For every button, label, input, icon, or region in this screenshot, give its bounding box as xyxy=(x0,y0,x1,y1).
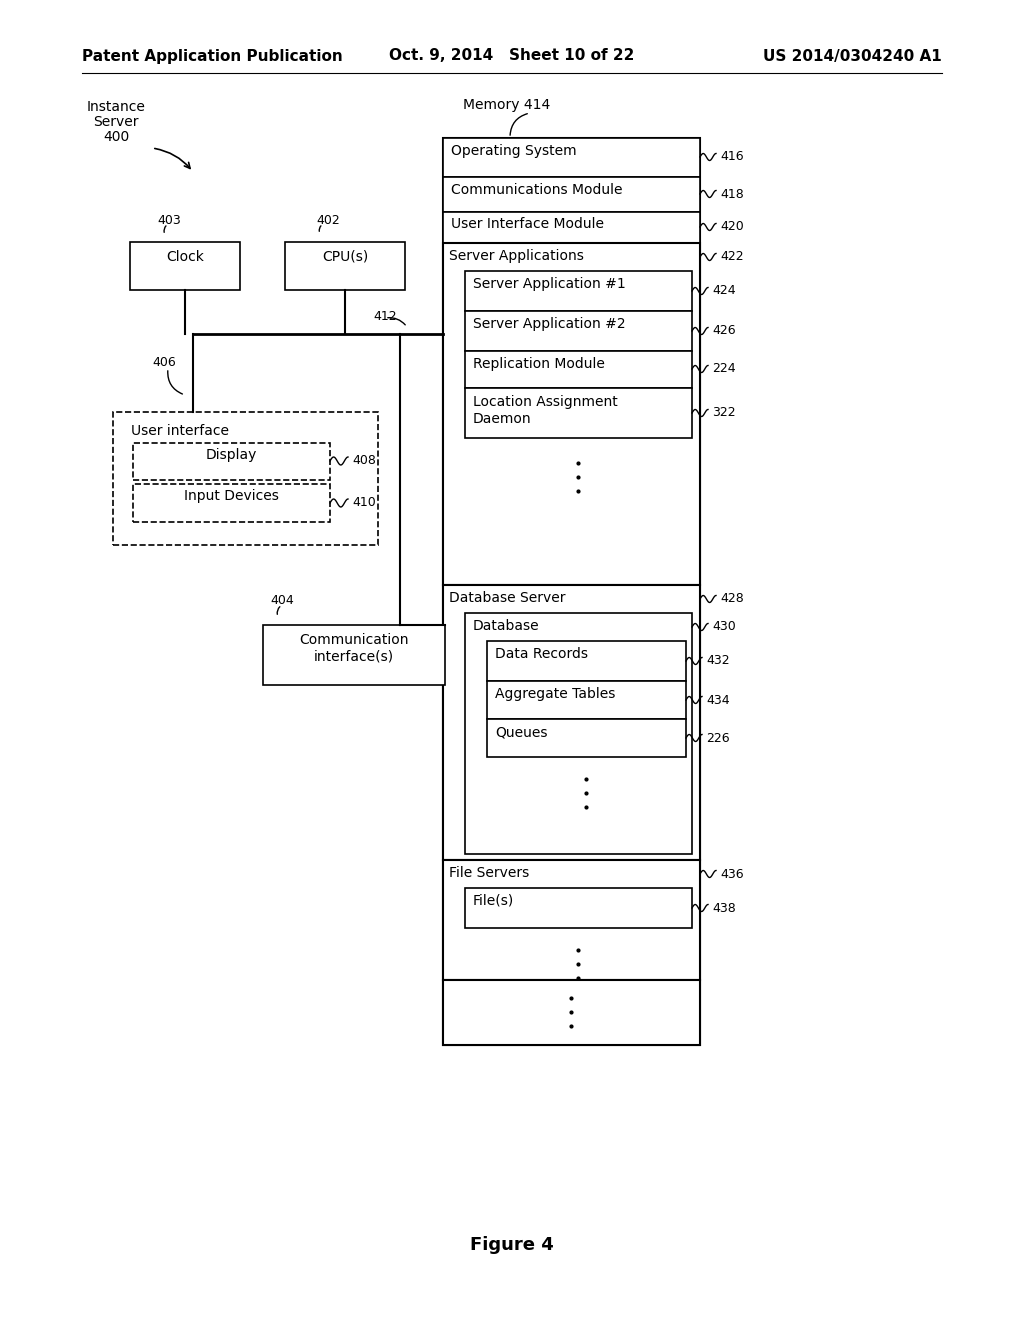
Text: 432: 432 xyxy=(706,655,730,668)
Bar xyxy=(133,444,330,480)
Text: Data Records: Data Records xyxy=(495,647,588,661)
Text: Clock: Clock xyxy=(166,249,204,264)
Text: 430: 430 xyxy=(712,620,736,634)
Text: Communications Module: Communications Module xyxy=(451,183,623,197)
Text: 404: 404 xyxy=(270,594,294,606)
Bar xyxy=(487,642,686,681)
Bar xyxy=(465,351,692,388)
Bar xyxy=(443,243,700,585)
Text: Server: Server xyxy=(93,115,138,129)
Text: Database Server: Database Server xyxy=(449,591,565,605)
Text: Aggregate Tables: Aggregate Tables xyxy=(495,686,615,701)
Bar xyxy=(487,681,686,719)
Text: Input Devices: Input Devices xyxy=(183,488,279,503)
Text: Server Applications: Server Applications xyxy=(449,249,584,263)
Text: 418: 418 xyxy=(720,187,743,201)
Text: Patent Application Publication: Patent Application Publication xyxy=(82,49,343,63)
Text: 408: 408 xyxy=(352,454,376,467)
Text: Memory 414: Memory 414 xyxy=(463,98,550,112)
Text: User Interface Module: User Interface Module xyxy=(451,216,604,231)
Text: US 2014/0304240 A1: US 2014/0304240 A1 xyxy=(763,49,942,63)
Bar xyxy=(465,888,692,928)
Text: Display: Display xyxy=(206,447,257,462)
Bar xyxy=(285,242,406,290)
Bar xyxy=(443,139,700,177)
Bar xyxy=(443,213,700,243)
Bar xyxy=(465,612,692,854)
Text: 422: 422 xyxy=(720,251,743,264)
Text: Location Assignment: Location Assignment xyxy=(473,395,617,409)
Bar xyxy=(487,719,686,756)
Text: Replication Module: Replication Module xyxy=(473,356,605,371)
Text: 428: 428 xyxy=(720,593,743,606)
Text: 322: 322 xyxy=(712,407,735,420)
Text: User interface: User interface xyxy=(131,424,229,438)
Bar xyxy=(443,585,700,861)
Bar xyxy=(133,484,330,521)
Text: 420: 420 xyxy=(720,220,743,234)
Text: File(s): File(s) xyxy=(473,894,514,908)
Bar xyxy=(263,624,445,685)
Text: 436: 436 xyxy=(720,867,743,880)
Text: Queues: Queues xyxy=(495,725,548,739)
Bar xyxy=(130,242,240,290)
Text: 434: 434 xyxy=(706,693,730,706)
Text: Instance: Instance xyxy=(87,100,145,114)
Bar xyxy=(443,979,700,1045)
Bar xyxy=(113,412,378,545)
Bar xyxy=(443,177,700,213)
Text: 402: 402 xyxy=(316,214,340,227)
Text: Communication: Communication xyxy=(299,634,409,647)
Text: File Servers: File Servers xyxy=(449,866,529,880)
Text: Server Application #1: Server Application #1 xyxy=(473,277,626,290)
Text: 424: 424 xyxy=(712,285,735,297)
Text: Oct. 9, 2014   Sheet 10 of 22: Oct. 9, 2014 Sheet 10 of 22 xyxy=(389,49,635,63)
Text: 410: 410 xyxy=(352,496,376,510)
Text: CPU(s): CPU(s) xyxy=(322,249,368,264)
Text: 224: 224 xyxy=(712,363,735,375)
Text: Operating System: Operating System xyxy=(451,144,577,158)
Text: 406: 406 xyxy=(152,356,176,370)
Text: Daemon: Daemon xyxy=(473,412,531,426)
Bar xyxy=(443,861,700,979)
Bar xyxy=(465,388,692,438)
Bar xyxy=(443,139,700,1045)
Text: 403: 403 xyxy=(157,214,181,227)
Text: 412: 412 xyxy=(373,309,396,322)
Text: 438: 438 xyxy=(712,902,736,915)
Text: 416: 416 xyxy=(720,150,743,164)
Text: Figure 4: Figure 4 xyxy=(470,1236,554,1254)
Text: 400: 400 xyxy=(102,129,129,144)
Bar xyxy=(465,271,692,312)
Text: Server Application #2: Server Application #2 xyxy=(473,317,626,331)
Text: interface(s): interface(s) xyxy=(314,649,394,664)
Text: 426: 426 xyxy=(712,325,735,338)
Text: Database: Database xyxy=(473,619,540,634)
Bar xyxy=(465,312,692,351)
Text: 226: 226 xyxy=(706,731,730,744)
